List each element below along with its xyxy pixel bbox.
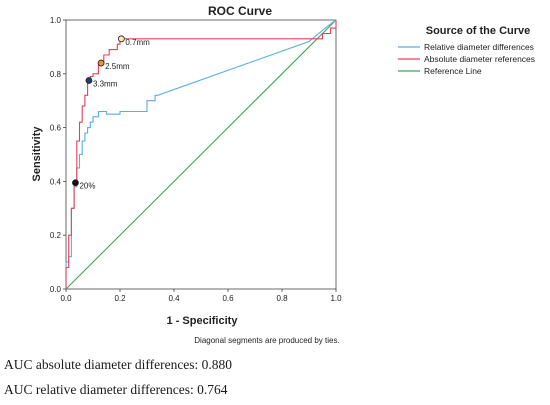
y-tick-label: 0.8: [50, 70, 62, 79]
cutoff-label: 20%: [79, 182, 95, 191]
cutoff-label: 0.7mm: [125, 38, 150, 47]
series-line-reference-line: [65, 19, 337, 290]
x-tick-label: 0.8: [276, 294, 288, 303]
y-tick-label: 0.6: [50, 124, 62, 133]
cutoff-marker: [85, 77, 93, 84]
legend-title: Source of the Curve: [426, 25, 531, 37]
x-tick-label: 0.4: [168, 294, 180, 303]
legend-entry: Absolute diameter references: [424, 54, 535, 64]
legend: Relative diameter differences Absolute di…: [398, 42, 535, 76]
auc-relative: AUC relative diameter differences: 0.764: [4, 382, 228, 397]
legend-entry: Reference Line: [424, 66, 482, 76]
cutoff-marker: [97, 59, 105, 67]
cutoff-annotations: 0.7mm 2.5mm 3.3mm 20%: [72, 35, 150, 191]
y-axis-label: Sensitivity: [31, 126, 43, 182]
x-tick-label: 0.6: [222, 294, 234, 303]
cutoff-marker: [117, 35, 125, 43]
x-tick-label: 0.0: [60, 294, 72, 303]
y-tick-label: 1.0: [50, 16, 62, 25]
y-tick-label: 0.4: [50, 177, 62, 186]
auc-absolute: AUC absolute diameter differences: 0.880: [4, 357, 233, 372]
x-axis-label: 1 - Specificity: [167, 315, 239, 327]
footnote: Diagonal segments are produced by ties.: [194, 336, 339, 345]
x-tick-label: 0.2: [114, 294, 126, 303]
cutoff-marker: [72, 179, 79, 187]
chart-title: ROC Curve: [208, 4, 272, 18]
x-tick-label: 1.0: [330, 294, 342, 303]
y-tick-label: 0.2: [50, 231, 62, 240]
cutoff-label: 2.5mm: [105, 62, 130, 71]
y-tick-label: 0.0: [50, 285, 62, 294]
axis-ticks: 0.0 0.2 0.4 0.6 0.8 1.0 0.0 0.2 0.4 0.6 0.8 1.0: [50, 16, 342, 303]
roc-chart: ROC Curve 0.0 0.2 0.4 0.6 0.8 1.0 0.0 0.2 0.4 0.6…: [31, 4, 535, 345]
legend-entry: Relative diameter differences: [424, 42, 534, 52]
cutoff-label: 3.3mm: [93, 80, 118, 89]
